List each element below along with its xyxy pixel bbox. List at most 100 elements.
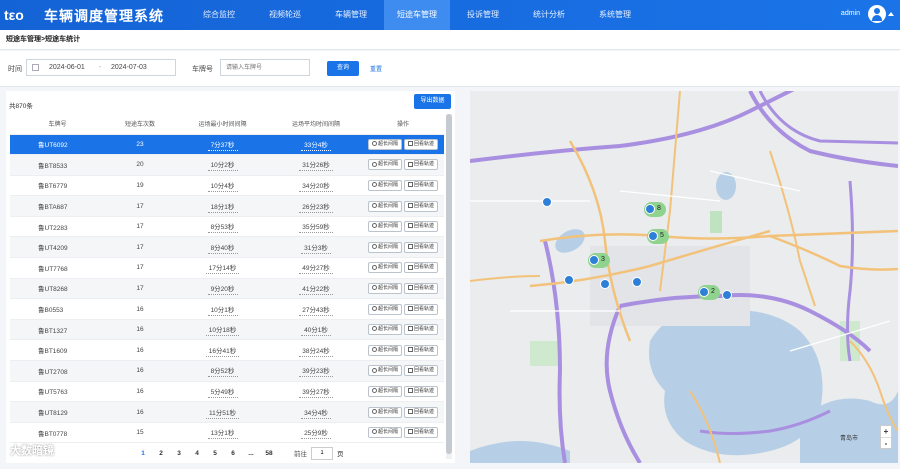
cell-min-interval[interactable]: 7分37秒 <box>175 134 270 156</box>
avg-interval-value[interactable]: 39分27秒 <box>299 385 333 398</box>
cell-min-interval[interactable]: 5分49秒 <box>175 381 270 403</box>
date-start[interactable]: 2024-06-01 <box>49 64 85 71</box>
cell-min-interval[interactable]: 16分41秒 <box>175 339 270 362</box>
caret-up-icon[interactable] <box>888 12 894 16</box>
long-interval-button[interactable]: 超长间隔 <box>367 200 402 212</box>
long-interval-button[interactable]: 超长间隔 <box>367 221 402 233</box>
car-icon[interactable] <box>542 197 552 207</box>
nav-item-statistics[interactable]: 统计分析 <box>533 10 565 19</box>
table-row[interactable]: 鲁BT1327 16 10分18秒 40分1秒 超长间隔 回看轨迹 <box>10 319 444 341</box>
cell-avg-interval[interactable]: 27分43秒 <box>270 298 362 320</box>
table-row[interactable]: 鲁UT5763 16 5分49秒 39分27秒 超长间隔 回看轨迹 <box>10 381 444 403</box>
cell-avg-interval[interactable]: 31分3秒 <box>270 236 362 259</box>
long-interval-button[interactable]: 超长间隔 <box>367 179 402 191</box>
playback-track-button[interactable]: 回看轨迹 <box>404 427 439 439</box>
cell-avg-interval[interactable]: 26分23秒 <box>270 195 362 217</box>
long-interval-button[interactable]: 超长间隔 <box>367 282 402 294</box>
avg-interval-value[interactable]: 34分4秒 <box>301 406 331 419</box>
playback-track-button[interactable]: 回看轨迹 <box>404 262 439 274</box>
zoom-in-button[interactable]: + <box>883 427 889 436</box>
min-interval-value[interactable]: 10分18秒 <box>205 323 240 337</box>
car-icon[interactable] <box>564 275 574 285</box>
cell-min-interval[interactable]: 9分20秒 <box>175 278 270 300</box>
min-interval-value[interactable]: 5分49秒 <box>207 385 238 398</box>
cell-avg-interval[interactable]: 34分20秒 <box>270 175 362 197</box>
cell-avg-interval[interactable]: 39分23秒 <box>270 360 362 382</box>
playback-track-button[interactable]: 回看轨迹 <box>404 200 439 212</box>
cell-avg-interval[interactable]: 34分4秒 <box>270 401 362 423</box>
cell-min-interval[interactable]: 11分51秒 <box>175 401 270 423</box>
min-interval-value[interactable]: 7分37秒 <box>207 138 238 151</box>
long-interval-button[interactable]: 超长间隔 <box>367 241 402 253</box>
page-button[interactable]: 2 <box>159 449 163 457</box>
date-end[interactable]: 2024-07-03 <box>111 64 147 71</box>
min-interval-value[interactable]: 17分14秒 <box>205 261 240 275</box>
avg-interval-value[interactable]: 31分26秒 <box>299 158 333 172</box>
avatar-icon[interactable] <box>868 5 886 23</box>
zoom-out-button[interactable]: - <box>881 437 891 448</box>
long-interval-button[interactable]: 超长间隔 <box>367 406 402 418</box>
table-scrollbar[interactable] <box>446 114 452 459</box>
cell-avg-interval[interactable]: 40分1秒 <box>270 319 362 341</box>
playback-track-button[interactable]: 回看轨迹 <box>404 282 439 294</box>
avg-interval-value[interactable]: 25分9秒 <box>301 426 331 440</box>
playback-track-button[interactable]: 回看轨迹 <box>404 365 439 377</box>
playback-track-button[interactable]: 回看轨迹 <box>404 179 439 191</box>
avg-interval-value[interactable]: 33分4秒 <box>301 138 331 151</box>
nav-item-short-trip[interactable]: 短途车管理 <box>384 0 450 30</box>
reset-button[interactable]: 重置 <box>370 67 383 73</box>
long-interval-button[interactable]: 超长间隔 <box>367 262 402 274</box>
cell-avg-interval[interactable]: 39分27秒 <box>270 381 362 403</box>
table-row[interactable]: 鲁BT1609 16 16分41秒 38分24秒 超长间隔 回看轨迹 <box>10 339 444 362</box>
page-button[interactable]: 58 <box>265 449 273 457</box>
cell-avg-interval[interactable]: 38分24秒 <box>270 339 362 362</box>
page-button[interactable]: ... <box>248 449 254 457</box>
col-plate[interactable]: 车牌号 <box>10 114 105 135</box>
long-interval-button[interactable]: 超长间隔 <box>367 427 402 439</box>
table-row[interactable]: 鲁B0553 16 10分1秒 27分43秒 超长间隔 回看轨迹 <box>10 298 444 320</box>
col-min-interval[interactable]: 运场最小时间间隔 <box>175 114 270 135</box>
cell-min-interval[interactable]: 8分52秒 <box>175 360 270 382</box>
cell-min-interval[interactable]: 10分18秒 <box>175 319 270 341</box>
plate-search-input[interactable] <box>220 59 310 76</box>
cell-min-interval[interactable]: 18分1秒 <box>175 195 270 217</box>
cell-min-interval[interactable]: 10分4秒 <box>175 175 270 197</box>
playback-track-button[interactable]: 回看轨迹 <box>404 159 439 171</box>
table-row[interactable]: 鲁UT8129 16 11分51秒 34分4秒 超长间隔 回看轨迹 <box>10 401 444 423</box>
playback-track-button[interactable]: 回看轨迹 <box>404 303 439 315</box>
table-row[interactable]: 鲁BT0778 15 13分1秒 25分9秒 超长间隔 回看轨迹 <box>10 422 444 444</box>
avg-interval-value[interactable]: 26分23秒 <box>299 200 333 213</box>
avg-interval-value[interactable]: 35分59秒 <box>299 220 333 234</box>
car-icon[interactable] <box>722 290 732 300</box>
page-button[interactable]: 6 <box>231 449 235 457</box>
avg-interval-value[interactable]: 39分23秒 <box>299 364 333 378</box>
playback-track-button[interactable]: 回看轨迹 <box>404 324 439 336</box>
username[interactable]: admin <box>840 10 860 17</box>
nav-item-vehicles[interactable]: 车辆管理 <box>335 10 367 19</box>
long-interval-button[interactable]: 超长间隔 <box>367 385 402 397</box>
min-interval-value[interactable]: 10分2秒 <box>207 158 238 172</box>
long-interval-button[interactable]: 超长间隔 <box>367 303 402 315</box>
min-interval-value[interactable]: 8分53秒 <box>207 220 238 234</box>
table-row[interactable]: 鲁BT8533 20 10分2秒 31分26秒 超长间隔 回看轨迹 <box>10 154 444 176</box>
min-interval-value[interactable]: 10分1秒 <box>207 303 238 316</box>
cell-avg-interval[interactable]: 25分9秒 <box>270 422 362 444</box>
table-row[interactable]: 鲁BT6779 19 10分4秒 34分20秒 超长间隔 回看轨迹 <box>10 175 444 197</box>
long-interval-button[interactable]: 超长间隔 <box>367 344 402 356</box>
cell-min-interval[interactable]: 8分53秒 <box>175 216 270 238</box>
car-icon[interactable] <box>632 277 642 287</box>
avg-interval-value[interactable]: 38分24秒 <box>299 344 333 357</box>
page-button[interactable]: 1 <box>141 449 145 457</box>
table-row[interactable]: 鲁UT4209 17 8分40秒 31分3秒 超长间隔 回看轨迹 <box>10 236 444 259</box>
avg-interval-value[interactable]: 34分20秒 <box>299 179 333 192</box>
nav-item-complaints[interactable]: 投诉管理 <box>467 10 499 19</box>
min-interval-value[interactable]: 9分20秒 <box>207 282 238 295</box>
min-interval-value[interactable]: 8分40秒 <box>207 241 238 254</box>
scrollbar-thumb[interactable] <box>446 114 452 454</box>
cell-avg-interval[interactable]: 49分27秒 <box>270 257 362 279</box>
cluster-marker[interactable]: 8 <box>644 202 666 217</box>
table-row[interactable]: 鲁UT7768 17 17分14秒 49分27秒 超长间隔 回看轨迹 <box>10 257 444 279</box>
long-interval-button[interactable]: 超长间隔 <box>367 365 402 377</box>
cell-min-interval[interactable]: 8分40秒 <box>175 236 270 259</box>
map-canvas[interactable] <box>470 91 898 463</box>
